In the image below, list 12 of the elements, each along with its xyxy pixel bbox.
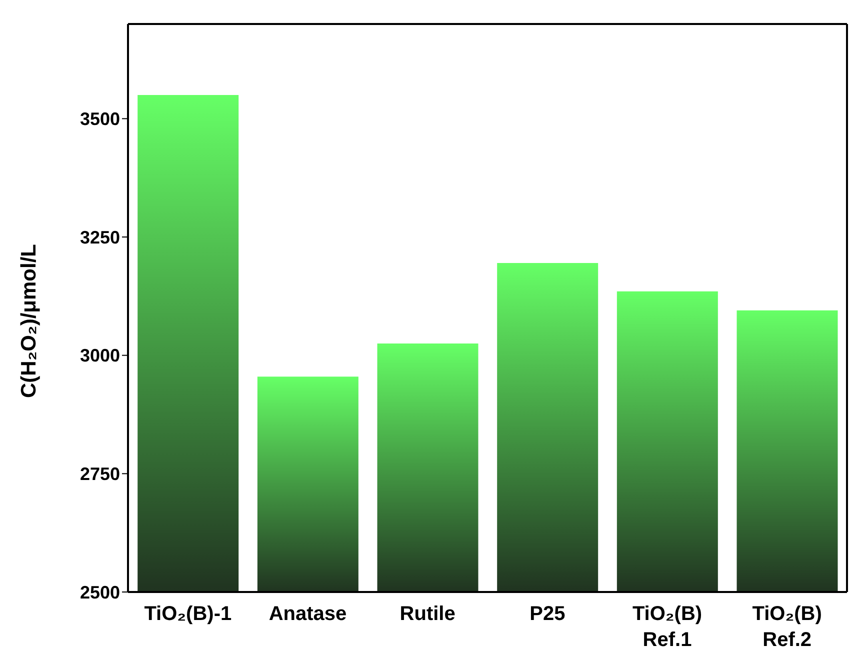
x-tick-label: Rutile (400, 603, 456, 625)
y-tick-label: 2500 (80, 582, 120, 602)
y-tick-label: 3500 (80, 109, 120, 130)
y-axis-title: C(H₂O₂)/μmol/L (17, 244, 40, 398)
x-tick-label: TiO₂(B) Ref.2 (752, 603, 822, 651)
y-tick-label: 3000 (80, 346, 120, 366)
x-tick-label: TiO₂(B) Ref.1 (632, 603, 702, 651)
y-tick-label: 3250 (80, 227, 120, 248)
x-tick-label: TiO₂(B)-1 (144, 603, 232, 625)
y-tick-label: 2750 (80, 464, 120, 484)
x-tick-label: Anatase (268, 603, 347, 625)
x-tick-label: P25 (530, 603, 566, 625)
